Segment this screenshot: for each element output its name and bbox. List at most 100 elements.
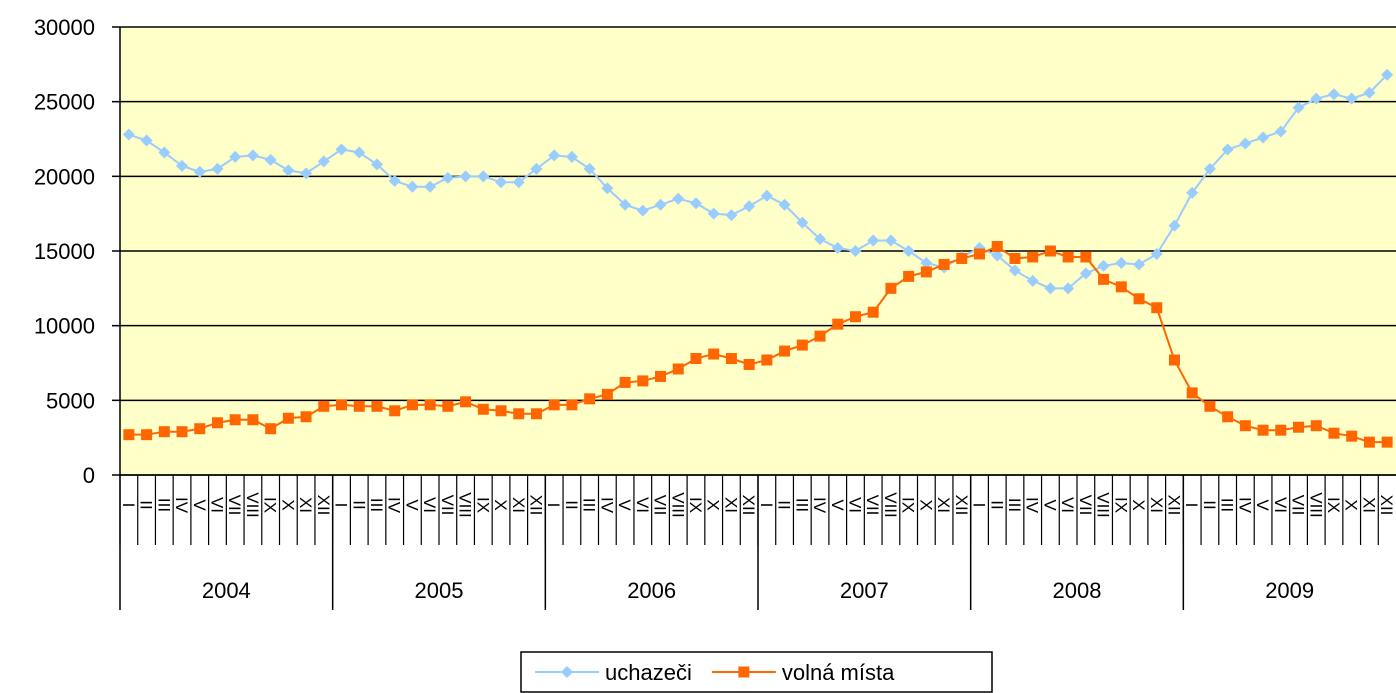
- y-tick-label: 0: [83, 463, 95, 488]
- x-tick-label: III: [1218, 498, 1237, 512]
- point: [672, 363, 684, 375]
- x-tick-label: XI: [1359, 497, 1378, 513]
- y-tick-label: 30000: [34, 15, 95, 40]
- point: [442, 400, 454, 412]
- point: [920, 266, 932, 278]
- point: [974, 248, 986, 260]
- point: [477, 403, 489, 415]
- point: [513, 408, 525, 420]
- point: [884, 234, 897, 247]
- point: [123, 429, 135, 441]
- point: [300, 167, 313, 180]
- point: [637, 375, 649, 387]
- point: [1062, 251, 1074, 263]
- group-label: 2005: [415, 578, 464, 603]
- point: [424, 180, 437, 193]
- x-tick-label: IX: [261, 497, 280, 513]
- point: [122, 128, 135, 141]
- point: [1115, 281, 1127, 293]
- y-tick-label: 15000: [34, 239, 95, 264]
- point: [1381, 436, 1393, 448]
- x-tick-label: XII: [314, 495, 333, 516]
- point: [389, 405, 401, 417]
- x-tick-label: IV: [385, 497, 404, 514]
- point: [406, 399, 418, 411]
- point: [336, 399, 348, 411]
- point: [1062, 282, 1075, 295]
- point: [548, 399, 560, 411]
- point: [1310, 92, 1323, 105]
- point: [229, 150, 242, 163]
- point: [318, 400, 330, 412]
- x-tick-label: VII: [1076, 495, 1095, 516]
- point: [371, 400, 383, 412]
- x-tick-label: X: [704, 499, 723, 510]
- y-tick-label: 10000: [34, 314, 95, 339]
- point: [495, 405, 507, 417]
- point: [1381, 68, 1394, 81]
- point: [1151, 302, 1163, 314]
- point: [406, 180, 419, 193]
- x-tick-label: VII: [438, 495, 457, 516]
- x-tick-label: VIII: [1094, 492, 1113, 518]
- point: [1257, 131, 1270, 144]
- point: [495, 176, 508, 189]
- point: [370, 158, 383, 171]
- x-tick-label: V: [1040, 499, 1059, 511]
- point: [512, 176, 525, 189]
- x-tick-label: VI: [1058, 497, 1077, 513]
- group-label: 2004: [202, 578, 251, 603]
- point: [619, 198, 632, 211]
- x-tick-label: IX: [1111, 497, 1130, 513]
- point: [566, 399, 578, 411]
- point: [1044, 282, 1057, 295]
- point: [317, 155, 330, 168]
- x-tick-label: V: [828, 499, 847, 511]
- x-tick-label: III: [367, 498, 386, 512]
- point: [460, 396, 472, 408]
- x-tick-label: X: [1342, 499, 1361, 510]
- point: [1009, 252, 1021, 264]
- x-tick-label: III: [1005, 498, 1024, 512]
- point: [938, 258, 950, 270]
- point: [459, 170, 472, 183]
- x-tick-label: IV: [1023, 497, 1042, 514]
- x-tick-label: X: [491, 499, 510, 510]
- point: [1150, 247, 1163, 260]
- point: [1168, 354, 1180, 366]
- point: [176, 426, 188, 438]
- x-tick-label: VII: [863, 495, 882, 516]
- point: [211, 162, 224, 175]
- x-tick-label: X: [1129, 499, 1148, 510]
- x-tick-label: VIII: [456, 492, 475, 518]
- point: [1008, 264, 1021, 277]
- point: [548, 149, 561, 162]
- x-tick-label: VIII: [1306, 492, 1325, 518]
- point: [211, 417, 223, 429]
- point: [194, 423, 206, 435]
- point: [300, 411, 312, 423]
- point: [743, 200, 756, 213]
- point: [743, 358, 755, 370]
- x-tick-label: XI: [934, 497, 953, 513]
- point: [689, 197, 702, 210]
- x-tick-label: XII: [739, 495, 758, 516]
- x-tick-label: I: [544, 503, 563, 508]
- point: [1346, 430, 1358, 442]
- point: [738, 666, 750, 678]
- x-tick-label: II: [987, 500, 1006, 509]
- point: [619, 376, 631, 388]
- x-tick-label: XI: [1147, 497, 1166, 513]
- x-tick-label: V: [1253, 499, 1272, 511]
- point: [158, 146, 171, 159]
- point: [778, 198, 791, 211]
- x-tick-label: IV: [172, 497, 191, 514]
- point: [1292, 101, 1305, 114]
- x-tick-label: I: [1182, 503, 1201, 508]
- point: [1168, 219, 1181, 232]
- x-tick-label: VIII: [881, 492, 900, 518]
- point: [991, 241, 1003, 253]
- x-tick-label: II: [1200, 500, 1219, 509]
- x-tick-label: I: [119, 503, 138, 508]
